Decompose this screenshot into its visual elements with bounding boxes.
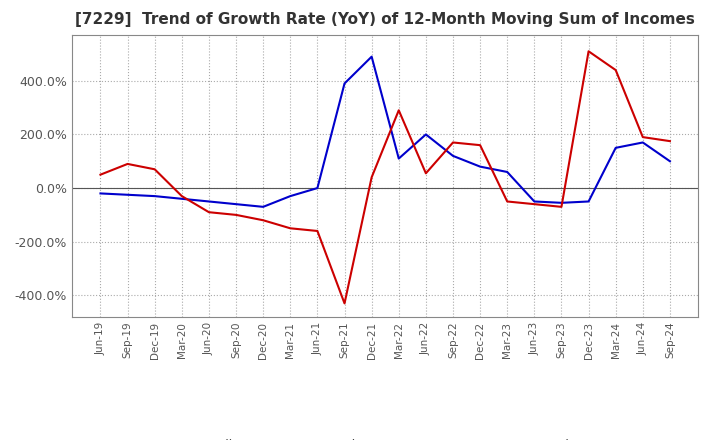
Legend: Ordinary Income Growth Rate, Net Income Growth Rate: Ordinary Income Growth Rate, Net Income … <box>159 434 611 440</box>
Title: [7229]  Trend of Growth Rate (YoY) of 12-Month Moving Sum of Incomes: [7229] Trend of Growth Rate (YoY) of 12-… <box>76 12 695 27</box>
